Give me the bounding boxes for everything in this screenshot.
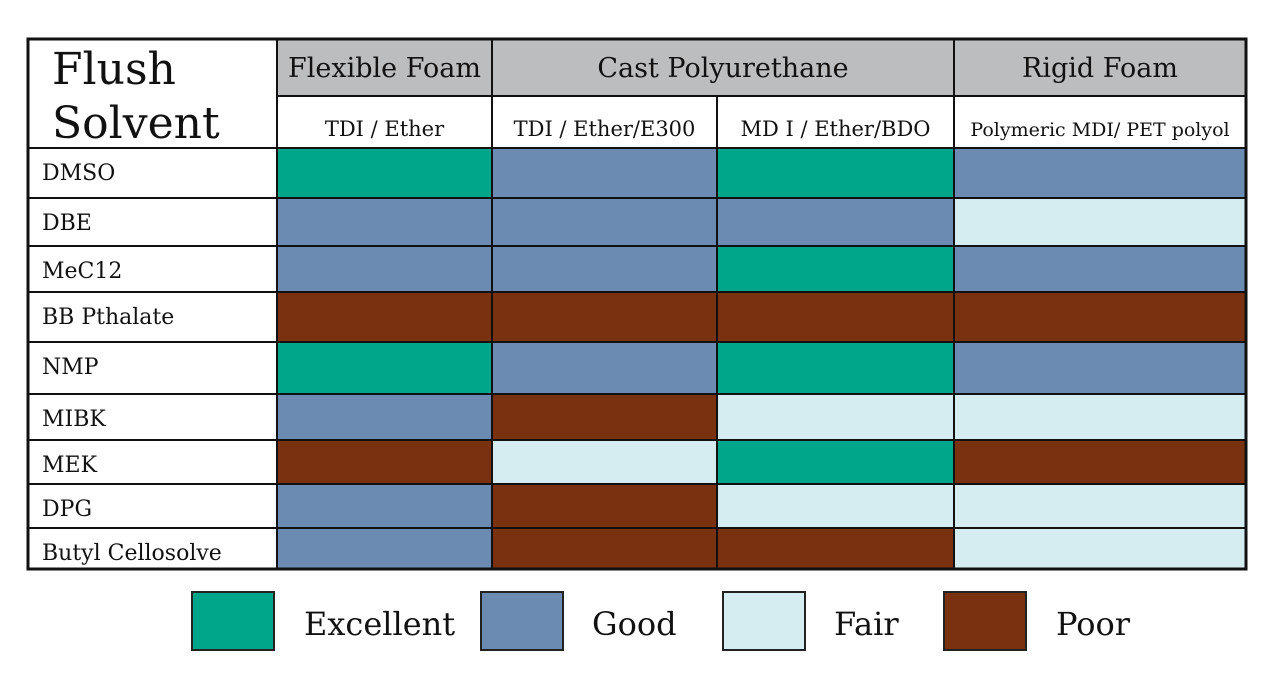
subheader-label: MD I / Ether/BDO — [740, 117, 930, 141]
rating-cell — [491, 197, 718, 247]
subheader-cell — [716, 95, 955, 149]
legend-label: Good — [592, 605, 677, 643]
legend-swatch — [943, 591, 1027, 651]
corner-header-line-1: Flush — [52, 44, 176, 95]
legend-swatch — [191, 591, 275, 651]
rating-cell — [276, 197, 493, 247]
rating-cell — [716, 147, 955, 199]
rating-cell — [953, 527, 1247, 570]
solvent-label: NMP — [42, 355, 99, 380]
rating-cell — [716, 439, 955, 485]
rating-cell — [716, 291, 955, 343]
rating-cell — [716, 341, 955, 395]
rating-cell — [953, 439, 1247, 485]
rating-cell — [491, 393, 718, 441]
rating-cell — [953, 197, 1247, 247]
subheader-label: Polymeric MDI/ PET polyol — [970, 119, 1229, 141]
rating-cell — [953, 147, 1247, 199]
subheader-label: TDI / Ether/E300 — [514, 117, 696, 141]
rating-cell — [953, 483, 1247, 529]
subheader-label: TDI / Ether — [325, 117, 445, 141]
solvent-label: MEK — [42, 453, 98, 478]
legend-label: Poor — [1056, 605, 1131, 643]
rating-cell — [276, 393, 493, 441]
solvent-label: BB Pthalate — [42, 305, 174, 330]
rating-cell — [716, 393, 955, 441]
rating-cell — [276, 291, 493, 343]
corner-header-cell — [27, 38, 278, 149]
rating-cell — [276, 147, 493, 199]
solvent-label: MeC12 — [42, 259, 122, 284]
rating-cell — [716, 197, 955, 247]
rating-cell — [276, 341, 493, 395]
rating-cell — [276, 483, 493, 529]
legend-swatch — [480, 591, 564, 651]
rating-cell — [491, 341, 718, 395]
table-border — [26, 37, 1248, 571]
solvent-label-cell — [27, 291, 278, 343]
rating-cell — [276, 439, 493, 485]
rating-cell — [953, 245, 1247, 293]
rating-cell — [276, 527, 493, 570]
solvent-label-cell — [27, 393, 278, 441]
rating-cell — [491, 291, 718, 343]
legend-label: Fair — [834, 605, 899, 643]
group-header-label: Cast Polyurethane — [597, 53, 848, 84]
solvent-label: Butyl Cellosolve — [42, 541, 222, 566]
rating-cell — [953, 341, 1247, 395]
group-header-cell — [276, 38, 493, 97]
rating-cell — [491, 147, 718, 199]
rating-cell — [276, 245, 493, 293]
rating-cell — [491, 527, 718, 570]
group-header-label: Rigid Foam — [1022, 53, 1178, 84]
solvent-label-cell — [27, 197, 278, 247]
solvent-label: DPG — [42, 497, 92, 522]
rating-cell — [491, 245, 718, 293]
corner-header-line-2: Solvent — [52, 98, 220, 149]
rating-cell — [716, 483, 955, 529]
subheader-cell — [953, 95, 1247, 149]
legend-swatch — [722, 591, 806, 651]
group-header-label: Flexible Foam — [288, 53, 481, 84]
rating-cell — [716, 527, 955, 570]
legend-label: Excellent — [304, 605, 455, 643]
solvent-label: DMSO — [42, 161, 115, 186]
rating-cell — [953, 393, 1247, 441]
solvent-label: DBE — [42, 211, 92, 236]
rating-cell — [953, 291, 1247, 343]
rating-cell — [716, 245, 955, 293]
solvent-label: MIBK — [42, 407, 106, 432]
rating-cell — [491, 483, 718, 529]
rating-cell — [491, 439, 718, 485]
